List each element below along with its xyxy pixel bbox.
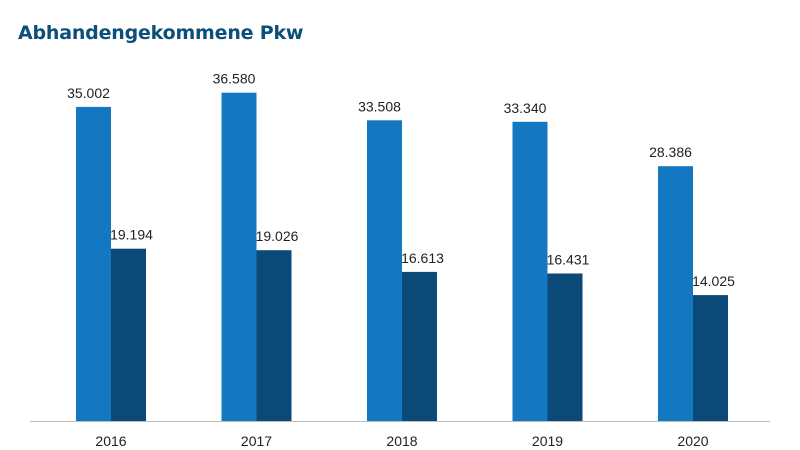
bar-series1-2017 [221,92,257,421]
value-label-series1-2020: 28.386 [649,144,692,160]
value-label-series2-2018: 16.613 [401,250,444,266]
value-label-series1-2019: 33.340 [504,100,547,116]
value-label-series1-2016: 35.002 [67,85,110,101]
bar-series1-2020 [658,166,693,421]
x-tick-label-2020: 2020 [677,433,708,449]
value-label-series1-2018: 33.508 [358,98,401,114]
bars-layer [76,92,728,422]
bar-series2-2020 [693,295,728,421]
bar-series2-2016 [111,248,146,421]
x-tick-label-2016: 2016 [95,433,126,449]
bar-series2-2018 [402,271,437,421]
x-tick-label-2018: 2018 [386,433,417,449]
value-label-series1-2017: 36.580 [213,71,256,87]
value-label-series2-2016: 19.194 [110,227,153,243]
bar-series1-2018 [367,120,402,422]
x-tick-label-2017: 2017 [241,433,272,449]
bar-series2-2019 [547,273,583,421]
value-label-series2-2019: 16.431 [547,252,590,268]
x-tick-label-2019: 2019 [532,433,563,449]
x-tick-labels-layer: 2016 2017 2018 2019 2020 [95,433,708,449]
value-label-series2-2020: 14.025 [692,273,735,289]
value-label-series2-2017: 19.026 [256,228,299,244]
chart-title: Abhandengekommene Pkw [18,22,304,44]
bar-series1-2019 [512,121,548,422]
value-labels-layer: 35.002 19.194 36.580 19.026 33.508 16.613 33.3… [67,71,735,289]
bar-series2-2017 [256,250,292,421]
bar-series1-2016 [76,106,111,422]
